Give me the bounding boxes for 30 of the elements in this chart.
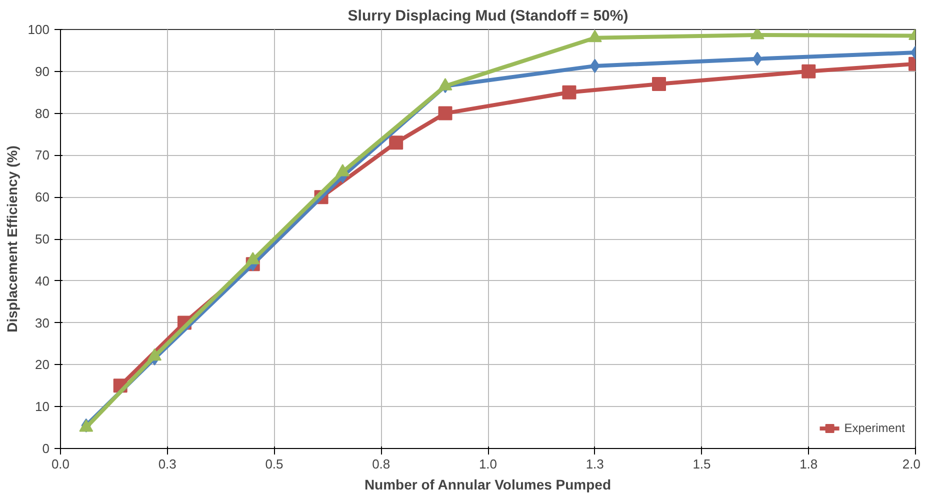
x-tick-label: 0.0 xyxy=(51,456,70,472)
y-tick-label: 40 xyxy=(35,273,50,288)
y-tick-label: 60 xyxy=(35,190,50,205)
x-tick-label: 1.0 xyxy=(478,456,498,472)
point xyxy=(752,52,762,66)
x-tick-label: 0.5 xyxy=(265,456,284,472)
point xyxy=(562,85,576,100)
point xyxy=(438,106,452,120)
y-tick-label: 50 xyxy=(35,232,50,246)
y-tick-label: 70 xyxy=(35,148,50,163)
y-tick-label: 80 xyxy=(35,106,50,121)
x-axis-title: Number of Annular Volumes Pumped xyxy=(364,476,612,492)
point xyxy=(802,64,816,78)
x-tick-label: 0.8 xyxy=(372,456,390,472)
y-tick-label: 100 xyxy=(28,22,50,37)
point xyxy=(652,76,666,91)
x-tick-label: 2.0 xyxy=(902,456,921,472)
y-tick-label: 0 xyxy=(42,441,50,456)
chart-title: Slurry Displacing Mud (Standoff = 50%) xyxy=(348,8,628,24)
legend-label: Experiment xyxy=(844,421,905,435)
x-tick-label: 0.3 xyxy=(158,456,176,472)
x-tick-label: 1.5 xyxy=(692,456,711,472)
y-tick-label: 30 xyxy=(35,315,50,330)
x-tick-label: 1.3 xyxy=(586,456,604,472)
y-tick-label: 20 xyxy=(35,357,50,372)
x-tick-label: 1.8 xyxy=(800,456,818,472)
y-tick-label: 10 xyxy=(35,399,50,414)
point xyxy=(389,136,404,150)
y-axis-title: Displacement Efficiency (%) xyxy=(4,146,20,332)
y-tick-label: 90 xyxy=(35,64,50,79)
